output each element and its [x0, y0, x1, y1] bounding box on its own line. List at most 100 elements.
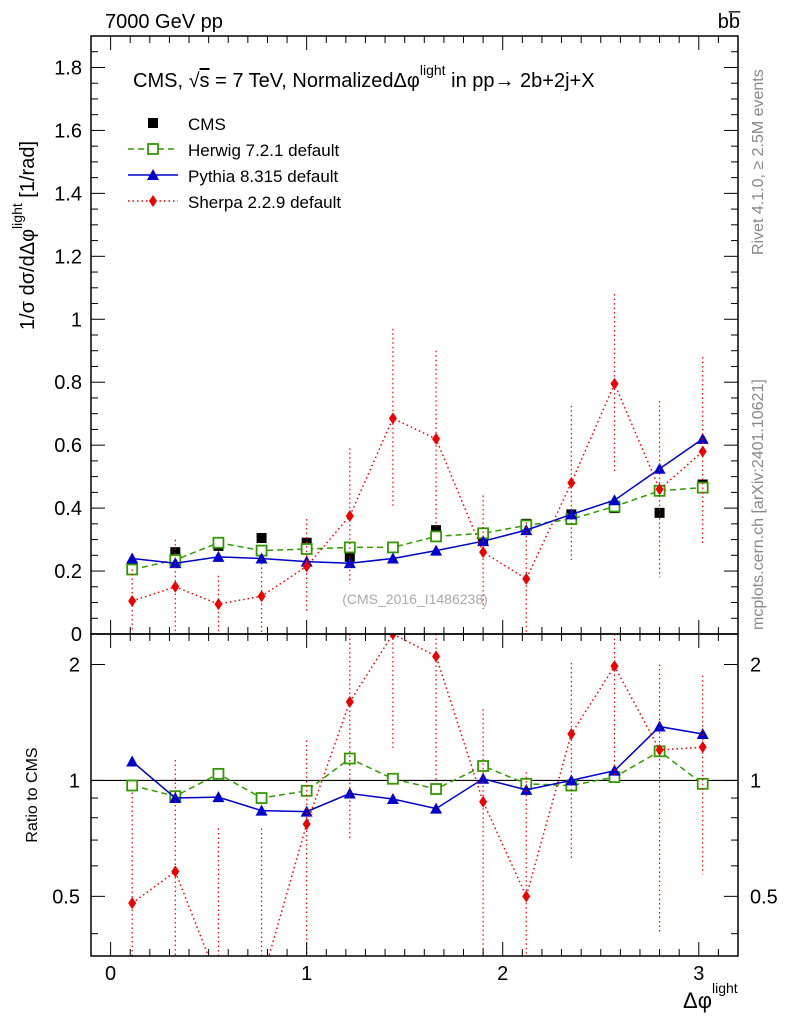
ratio-point-pythia — [653, 720, 666, 732]
ratio-point-herwig — [212, 767, 225, 780]
title-part-pre: CMS, — [133, 70, 189, 92]
y-tick-label: 0.4 — [54, 498, 82, 520]
y-tick-label: 0.8 — [54, 372, 82, 394]
y-tick-label: 0 — [71, 624, 82, 646]
legend-label-sherpa: Sherpa 2.2.9 default — [188, 193, 341, 212]
x-tick-label: 2 — [497, 963, 508, 985]
data-point-herwig — [430, 530, 442, 543]
data-point-sherpa — [432, 432, 441, 445]
title-part-mid: = 7 TeV, NormalizedΔφ — [210, 70, 420, 92]
y-tick-label: 1.2 — [54, 246, 82, 268]
ratio-tick-label-right: 1 — [750, 770, 761, 792]
title-sup: light — [420, 62, 446, 78]
ratio-tick-label-left: 2 — [69, 654, 80, 676]
data-point-sherpa — [302, 560, 311, 573]
data-point-sherpa — [698, 445, 707, 458]
legend-label-cms: CMS — [188, 115, 226, 134]
ratio-point-pythia — [696, 727, 709, 739]
x-tick-label: 0 — [105, 963, 116, 985]
ratio-point-sherpa — [128, 897, 137, 910]
ratio-point-pythia — [430, 802, 443, 814]
data-point-pythia — [653, 462, 666, 474]
legend-label-herwig: Herwig 7.2.1 default — [188, 141, 339, 160]
ratio-tick-label-left: 1 — [69, 770, 80, 792]
legend-entry-herwig: Herwig 7.2.1 default — [128, 141, 339, 160]
series-line-sherpa — [131, 381, 704, 605]
data-point-cms — [431, 525, 442, 536]
legend-label-pythia: Pythia 8.315 default — [188, 167, 339, 186]
ratio-plot-frame — [90, 633, 739, 957]
energy-label: 7000 GeV pp — [105, 11, 223, 33]
ratio-point-sherpa — [171, 865, 180, 878]
data-point-pythia — [212, 550, 225, 562]
ratio-point-sherpa — [610, 660, 619, 673]
ratio-point-herwig — [387, 772, 399, 785]
main-series-layer — [126, 294, 709, 634]
ratio-point-pythia — [126, 755, 139, 767]
data-point-pythia — [386, 552, 399, 564]
y-axis-title-unit: [1/rad] — [17, 141, 39, 203]
ratio-point-herwig — [430, 783, 442, 795]
axes-layer: 0 1 2 3 0 0.2 0.4 0.6 0.8 1 1.2 1.4 1.6 1.8 0.5 0.5 1 1 2 2 — [52, 35, 778, 985]
legend-marker-herwig — [147, 143, 159, 155]
title-part-post: in pp→ 2b+2j+X — [446, 70, 595, 92]
ratio-tick-label-right: 0.5 — [750, 886, 778, 908]
data-point-pythia — [608, 494, 621, 506]
y-tick-label: 1.6 — [54, 120, 82, 142]
ratio-point-herwig — [126, 779, 139, 792]
x-axis-title-sup: light — [712, 980, 738, 996]
y-axis-title-main: 1/σ dσ/dΔφ — [17, 229, 39, 330]
title-s: s — [200, 70, 210, 92]
rivet-label: Rivet 4.1.0, ≥ 2.5M events — [750, 69, 767, 255]
legend-entry-pythia: Pythia 8.315 default — [128, 167, 339, 186]
ratio-point-sherpa — [214, 976, 222, 988]
legend-marker-pythia — [147, 169, 159, 180]
ratio-series-layer — [91, 634, 738, 988]
data-point-pythia — [343, 557, 356, 569]
data-point-sherpa — [128, 594, 137, 607]
data-point-sherpa — [257, 590, 266, 603]
data-point-sherpa — [171, 580, 180, 593]
ratio-point-sherpa — [522, 890, 531, 903]
legend-entry-sherpa: Sherpa 2.2.9 default — [128, 193, 341, 212]
ratio-point-sherpa — [432, 650, 441, 663]
mcplots-label: mcplots.cern.ch [arXiv:2401.10621] — [750, 379, 767, 630]
ratio-y-axis-title: Ratio to CMS — [24, 747, 41, 842]
ratio-point-pythia — [212, 791, 225, 803]
ratio-point-sherpa — [345, 695, 354, 708]
ratio-line-herwig — [132, 750, 704, 799]
y-tick-label: 0.6 — [54, 435, 82, 457]
legend-marker-sherpa — [149, 195, 157, 207]
data-point-sherpa — [522, 572, 531, 585]
legend: CMS Herwig 7.2.1 default Pythia 8.315 de… — [128, 115, 341, 212]
ratio-line-sherpa — [131, 634, 703, 956]
ratio-point-herwig — [343, 752, 356, 765]
ratio-point-sherpa — [258, 976, 266, 988]
data-point-sherpa — [567, 476, 576, 489]
data-point-sherpa — [388, 412, 397, 425]
y-axis-title: 1/σ dσ/dΔφlight [1/rad] — [9, 141, 39, 330]
data-point-cms — [170, 547, 181, 558]
analysis-watermark: (CMS_2016_I1486238) — [342, 591, 488, 607]
title-sqrt: √ — [189, 70, 200, 92]
y-tick-label: 1.8 — [54, 57, 82, 79]
x-tick-label: 1 — [301, 963, 312, 985]
ratio-point-sherpa — [479, 795, 488, 808]
ratio-point-pythia — [386, 792, 399, 804]
ratio-point-sherpa — [302, 818, 311, 831]
ratio-point-pythia — [255, 804, 268, 816]
ratio-line-pythia — [131, 725, 703, 813]
ratio-point-pythia — [300, 805, 313, 817]
series-line-pythia — [132, 438, 704, 564]
series-line-herwig — [132, 486, 703, 571]
ratio-point-herwig — [477, 760, 490, 772]
data-point-sherpa — [479, 546, 488, 559]
ratio-point-sherpa — [567, 727, 576, 740]
data-point-cms — [654, 507, 665, 518]
legend-entry-cms: CMS — [148, 115, 226, 134]
data-point-pythia — [520, 524, 533, 536]
legend-marker-cms — [148, 118, 158, 128]
y-tick-label: 1 — [71, 309, 82, 331]
ratio-point-sherpa — [655, 743, 664, 756]
